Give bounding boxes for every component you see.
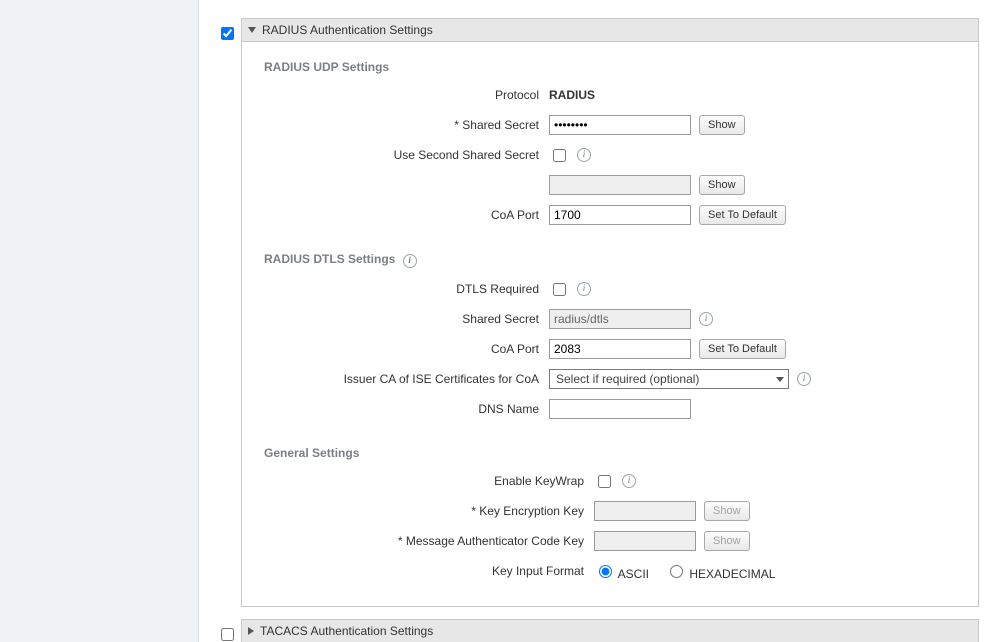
chevron-down-icon xyxy=(776,377,784,382)
radius-panel-title: RADIUS Authentication Settings xyxy=(262,23,433,37)
chevron-down-icon xyxy=(248,27,256,33)
general-section-title: General Settings xyxy=(264,446,956,460)
second-secret-show-button[interactable]: Show xyxy=(699,175,745,195)
second-secret-input xyxy=(549,175,691,195)
issuer-ca-select[interactable]: Select if required (optional) xyxy=(549,369,789,389)
tacacs-panel-title: TACACS Authentication Settings xyxy=(260,624,433,638)
dtls-shared-secret-label: Shared Secret xyxy=(264,312,549,326)
ascii-radio[interactable] xyxy=(599,565,612,578)
radius-panel-body: RADIUS UDP Settings Protocol RADIUS * Sh… xyxy=(241,42,979,607)
chevron-right-icon xyxy=(248,627,254,635)
dtls-required-checkbox[interactable] xyxy=(553,283,566,296)
issuer-ca-label: Issuer CA of ISE Certificates for CoA xyxy=(264,372,549,386)
radius-panel-header[interactable]: RADIUS Authentication Settings xyxy=(241,18,979,42)
info-icon[interactable]: i xyxy=(622,474,636,488)
issuer-ca-value: Select if required (optional) xyxy=(556,372,699,386)
shared-secret-label: * Shared Secret xyxy=(264,118,549,132)
dns-name-input[interactable] xyxy=(549,399,691,419)
info-icon[interactable]: i xyxy=(403,254,417,268)
kek-show-button: Show xyxy=(704,501,750,521)
mack-show-button: Show xyxy=(704,531,750,551)
dtls-shared-secret-input xyxy=(549,309,691,329)
kek-label: * Key Encryption Key xyxy=(264,504,594,518)
shared-secret-input[interactable] xyxy=(549,115,691,135)
left-sidebar xyxy=(0,0,199,642)
tacacs-panel-header[interactable]: TACACS Authentication Settings xyxy=(241,619,979,642)
enable-keywrap-label: Enable KeyWrap xyxy=(264,474,594,488)
udp-section-title: RADIUS UDP Settings xyxy=(264,60,956,74)
use-second-secret-label: Use Second Shared Secret xyxy=(264,148,549,162)
mack-label: * Message Authenticator Code Key xyxy=(264,534,594,548)
info-icon[interactable]: i xyxy=(699,312,713,326)
dtls-section-title: RADIUS DTLS Settings i xyxy=(264,252,956,268)
tacacs-panel-enable-checkbox[interactable] xyxy=(221,628,234,641)
dtls-coa-port-label: CoA Port xyxy=(264,342,549,356)
mack-input xyxy=(594,531,696,551)
protocol-value: RADIUS xyxy=(549,88,595,102)
udp-coa-port-input[interactable] xyxy=(549,205,691,225)
hex-radio[interactable] xyxy=(670,565,683,578)
dtls-required-label: DTLS Required xyxy=(264,282,549,296)
udp-coa-port-label: CoA Port xyxy=(264,208,549,222)
udp-set-default-button[interactable]: Set To Default xyxy=(699,205,786,225)
main-content: RADIUS Authentication Settings RADIUS UD… xyxy=(199,0,999,642)
use-second-secret-checkbox[interactable] xyxy=(553,149,566,162)
info-icon[interactable]: i xyxy=(577,282,591,296)
radius-panel-enable-checkbox[interactable] xyxy=(221,27,234,40)
dtls-set-default-button[interactable]: Set To Default xyxy=(699,339,786,359)
info-icon[interactable]: i xyxy=(577,148,591,162)
enable-keywrap-checkbox[interactable] xyxy=(598,475,611,488)
ascii-radio-label[interactable]: ASCII xyxy=(594,562,649,581)
hex-radio-label[interactable]: HEXADECIMAL xyxy=(665,562,775,581)
kek-input xyxy=(594,501,696,521)
dns-name-label: DNS Name xyxy=(264,402,549,416)
info-icon[interactable]: i xyxy=(797,372,811,386)
shared-secret-show-button[interactable]: Show xyxy=(699,115,745,135)
dtls-coa-port-input[interactable] xyxy=(549,339,691,359)
key-format-label: Key Input Format xyxy=(264,564,594,578)
protocol-label: Protocol xyxy=(264,88,549,102)
